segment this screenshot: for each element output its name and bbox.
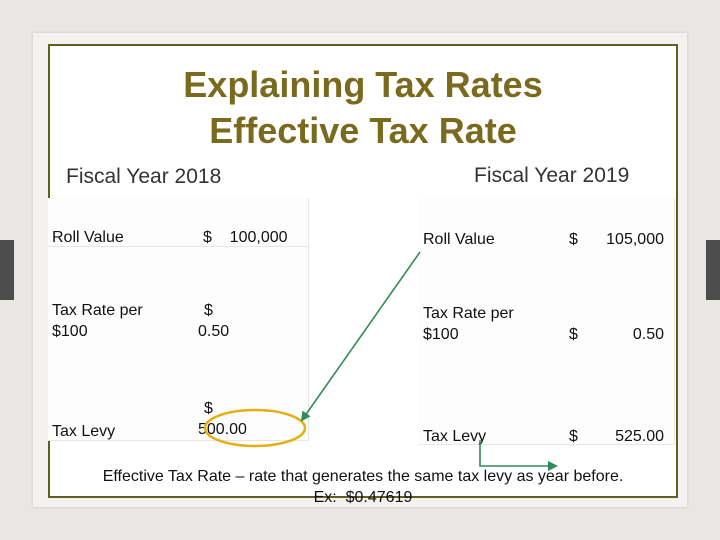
right-edge-bar	[706, 240, 720, 300]
fy2018-tax-levy-currency: $	[204, 400, 213, 417]
fy2019-tax-rate-amount: 0.50	[632, 326, 664, 343]
title-line-2: Effective Tax Rate	[209, 110, 517, 151]
fy2019-tax-rate-currency: $	[569, 326, 578, 343]
footnote-line-1: Effective Tax Rate – rate that generates…	[102, 468, 624, 485]
left-edge-bar	[0, 240, 14, 300]
fy2019-roll-value-label: Roll Value	[423, 231, 495, 248]
fy2019-roll-value-amount: 105,000	[606, 231, 664, 248]
footnote: Effective Tax Rate – rate that generates…	[48, 466, 678, 508]
fy2019-heading: Fiscal Year 2019	[474, 164, 630, 187]
fy2018-tax-rate-label-2: $100	[52, 323, 88, 340]
slide-title: Explaining Tax Rates Effective Tax Rate	[48, 62, 678, 154]
fy2019-tax-rate-label: Tax Rate per $100	[423, 303, 514, 345]
fy2019-tax-levy-amount: 525.00	[615, 428, 664, 445]
footnote-line-2: Ex: $0.47619	[313, 489, 413, 506]
fy2019-tax-rate-label-2: $100	[423, 326, 459, 343]
fy2018-tax-rate: $ 0.50	[198, 300, 229, 342]
fy2018-roll-value: $ 100,000	[203, 229, 288, 246]
fy2018-tax-rate-currency: $	[204, 302, 213, 319]
fy2019-roll-value-currency: $	[569, 231, 578, 248]
title-line-1: Explaining Tax Rates	[183, 64, 543, 105]
fy2018-tax-levy-amount: 500.00	[198, 421, 247, 438]
fy2018-tax-rate-amount: 0.50	[198, 323, 230, 340]
fy2019-tax-rate-label-1: Tax Rate per	[423, 305, 514, 322]
fy2018-tax-levy: $ 500.00	[198, 398, 247, 440]
fy2018-roll-value-label: Roll Value	[52, 229, 124, 246]
fy2019-tax-levy-currency: $	[569, 428, 578, 445]
fy2019-tax-levy-label: Tax Levy	[423, 428, 487, 445]
fy2018-tax-rate-label: Tax Rate per $100	[52, 300, 143, 342]
fy2018-tax-levy-label: Tax Levy	[52, 423, 116, 440]
fy2018-heading: Fiscal Year 2018	[66, 165, 222, 188]
fy2018-tax-rate-label-1: Tax Rate per	[52, 302, 143, 319]
